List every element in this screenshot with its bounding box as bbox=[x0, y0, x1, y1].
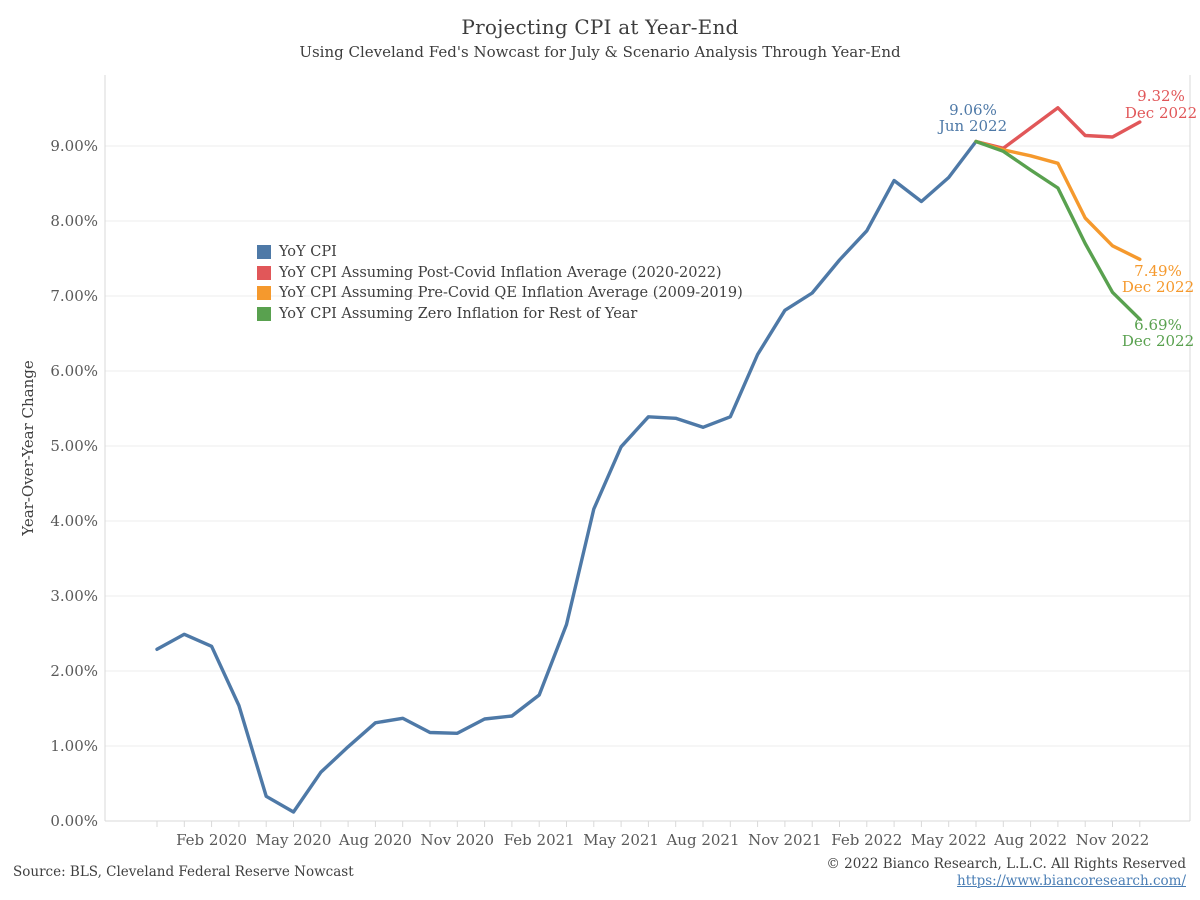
page-title: Projecting CPI at Year-End bbox=[461, 15, 739, 39]
x-tick-label: Aug 2021 bbox=[665, 831, 739, 849]
series-line bbox=[974, 139, 1142, 261]
x-tick-label: Aug 2022 bbox=[993, 831, 1067, 849]
annotation-date-zero-inflation-dec-2022: Dec 2022 bbox=[1122, 332, 1194, 350]
x-tick-label: May 2020 bbox=[256, 831, 332, 849]
legend-label: YoY CPI Assuming Post-Covid Inflation Av… bbox=[279, 264, 722, 281]
x-tick-label: Feb 2021 bbox=[504, 831, 575, 849]
x-tick-label: Nov 2022 bbox=[1076, 831, 1150, 849]
annotation-cpi-jun-2022-peak: 9.06% bbox=[949, 101, 997, 119]
x-tick-label: May 2022 bbox=[911, 831, 987, 849]
legend-label: YoY CPI Assuming Pre-Covid QE Inflation … bbox=[279, 285, 743, 302]
y-tick-label: 3.00% bbox=[50, 587, 98, 605]
chart-legend: YoY CPI YoY CPI Assuming Post-Covid Infla… bbox=[257, 242, 743, 324]
y-tick-label: 4.00% bbox=[50, 512, 98, 530]
series-line bbox=[155, 139, 978, 814]
annotation-pre-covid-qe-dec-2022: 7.49% bbox=[1134, 262, 1182, 280]
y-tick-label: 9.00% bbox=[50, 137, 98, 155]
source-note: Source: BLS, Cleveland Federal Reserve N… bbox=[13, 864, 354, 880]
legend-label: YoY CPI Assuming Zero Inflation for Rest… bbox=[279, 306, 638, 323]
y-tick-label: 0.00% bbox=[50, 812, 98, 830]
series-line bbox=[974, 139, 1142, 321]
biancoresearch-link[interactable]: https://www.biancoresearch.com/ bbox=[957, 873, 1186, 889]
y-tick-label: 1.00% bbox=[50, 737, 98, 755]
legend-label: YoY CPI bbox=[279, 244, 337, 261]
page-subtitle: Using Cleveland Fed's Nowcast for July &… bbox=[299, 43, 901, 61]
annotation-zero-inflation-dec-2022: 6.69% bbox=[1134, 316, 1182, 334]
legend-item: YoY CPI Assuming Pre-Covid QE Inflation … bbox=[257, 283, 743, 304]
y-tick-label: 6.00% bbox=[50, 362, 98, 380]
legend-item: YoY CPI bbox=[257, 242, 743, 263]
legend-item: YoY CPI Assuming Post-Covid Inflation Av… bbox=[257, 263, 743, 284]
y-tick-label: 5.00% bbox=[50, 437, 98, 455]
y-axis-title: Year-Over-Year Change bbox=[19, 360, 37, 536]
annotation-date-pre-covid-qe-dec-2022: Dec 2022 bbox=[1122, 278, 1194, 296]
x-tick-label: Nov 2021 bbox=[748, 831, 822, 849]
legend-swatch bbox=[257, 245, 271, 260]
annotation-date-post-covid-dec-2022: Dec 2022 bbox=[1125, 104, 1197, 122]
legend-swatch bbox=[257, 307, 271, 322]
y-tick-label: 8.00% bbox=[50, 212, 98, 230]
y-tick-label: 2.00% bbox=[50, 662, 98, 680]
legend-swatch bbox=[257, 286, 271, 301]
annotation-post-covid-dec-2022: 9.32% bbox=[1137, 87, 1185, 105]
x-tick-label: Feb 2022 bbox=[831, 831, 902, 849]
legend-swatch bbox=[257, 265, 271, 280]
copyright-text: © 2022 Bianco Research, L.L.C. All Right… bbox=[826, 856, 1186, 872]
legend-item: YoY CPI Assuming Zero Inflation for Rest… bbox=[257, 304, 743, 325]
x-tick-label: Feb 2020 bbox=[176, 831, 247, 849]
x-tick-label: May 2021 bbox=[583, 831, 659, 849]
x-tick-label: Aug 2020 bbox=[338, 831, 412, 849]
y-tick-label: 7.00% bbox=[50, 287, 98, 305]
x-tick-label: Nov 2020 bbox=[421, 831, 495, 849]
annotation-date-cpi-jun-2022-peak: Jun 2022 bbox=[937, 117, 1007, 135]
footer-credits: © 2022 Bianco Research, L.L.C. All Right… bbox=[826, 856, 1186, 890]
